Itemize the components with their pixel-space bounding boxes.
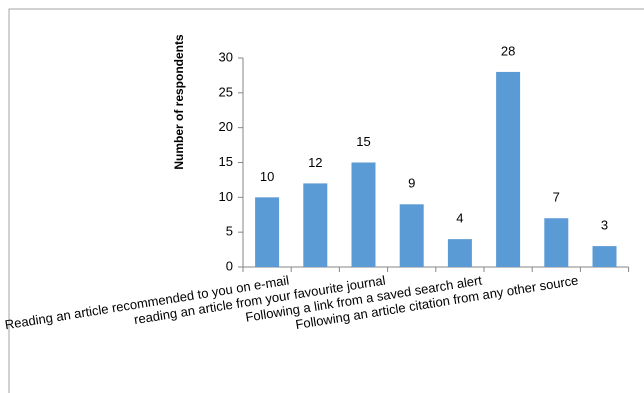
- y-tick-label: 25: [219, 84, 233, 99]
- data-label: 12: [308, 155, 322, 170]
- data-label: 7: [553, 190, 560, 205]
- data-label: 15: [356, 134, 370, 149]
- data-label: 9: [408, 176, 415, 191]
- bar: [303, 183, 328, 267]
- data-label: 28: [501, 43, 515, 58]
- bar: [255, 197, 280, 267]
- y-tick-label: 10: [219, 189, 233, 204]
- bar: [351, 162, 376, 267]
- chart-border: [8, 8, 644, 393]
- y-tick-label: 15: [219, 154, 233, 169]
- y-tick-label: 30: [219, 49, 233, 64]
- y-tick-label: 20: [219, 119, 233, 134]
- data-label: 3: [601, 218, 608, 233]
- y-axis-title: Number of respondents: [172, 34, 186, 170]
- bar: [399, 204, 424, 267]
- data-label: 4: [456, 211, 463, 226]
- y-tick-label: 5: [226, 224, 233, 239]
- data-label: 10: [260, 169, 274, 184]
- bar: [592, 246, 617, 267]
- bar: [496, 71, 521, 267]
- bar: [544, 218, 569, 267]
- bar: [447, 239, 472, 267]
- y-tick-label: 0: [226, 258, 233, 273]
